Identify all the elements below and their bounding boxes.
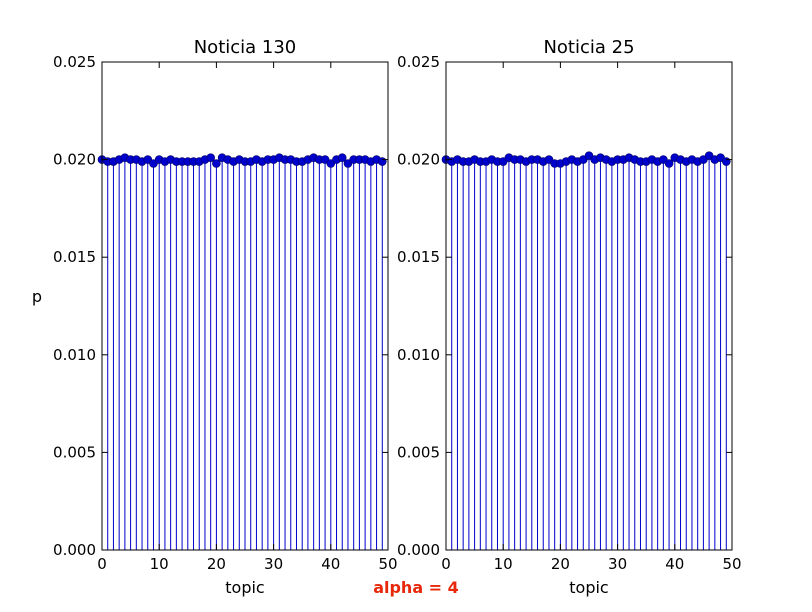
plot-frame	[445, 61, 733, 551]
subplot-2: 0 10 20 30 40 50 0.000 0.005 0.010 0.015 0.020 0.02…	[397, 37, 742, 597]
x-axis-label: topic	[569, 578, 608, 597]
chart-title: Noticia 25	[543, 37, 634, 58]
data-point	[212, 159, 221, 168]
x-axis-label: topic	[225, 578, 264, 597]
x-tick-label: 40	[665, 555, 684, 573]
subplot-1: 0 10 20 30 40 50 0.000 0.005 0.010 0.015 0.020 0.02…	[32, 37, 398, 597]
data-point	[721, 157, 731, 166]
x-tick-label: 40	[321, 555, 340, 573]
x-tick-label: 10	[494, 555, 513, 573]
data-point	[337, 153, 347, 162]
x-tick-label: 0	[97, 555, 107, 573]
y-tick-label: 0.005	[53, 443, 96, 461]
y-tick-label: 0.010	[53, 346, 96, 364]
data-point	[377, 157, 387, 166]
y-tick-label: 0.015	[53, 248, 96, 266]
x-tick-label: 50	[378, 555, 397, 573]
y-tick-label: 0.020	[397, 151, 440, 169]
x-tick-label: 30	[264, 555, 283, 573]
data-point	[664, 159, 674, 168]
y-tick-label: 0.000	[397, 541, 440, 559]
x-tick-label: 30	[608, 555, 627, 573]
x-tick-label: 20	[551, 555, 570, 573]
data-point	[206, 153, 215, 162]
x-tick-label: 0	[441, 555, 451, 573]
y-tick-label: 0.000	[53, 541, 96, 559]
y-tick-label: 0.025	[53, 53, 96, 71]
y-axis-label: p	[32, 287, 42, 306]
y-tick-label: 0.020	[53, 151, 96, 169]
y-tick-label: 0.010	[397, 346, 440, 364]
y-tick-label: 0.015	[397, 248, 440, 266]
y-tick-label: 0.005	[397, 443, 440, 461]
x-tick-label: 10	[150, 555, 169, 573]
figure-caption: alpha = 4	[373, 578, 459, 597]
chart-title: Noticia 130	[194, 37, 297, 58]
y-tick-label: 0.025	[397, 53, 440, 71]
plot-frame	[101, 61, 389, 551]
x-tick-label: 20	[207, 555, 226, 573]
x-tick-label: 50	[722, 555, 741, 573]
